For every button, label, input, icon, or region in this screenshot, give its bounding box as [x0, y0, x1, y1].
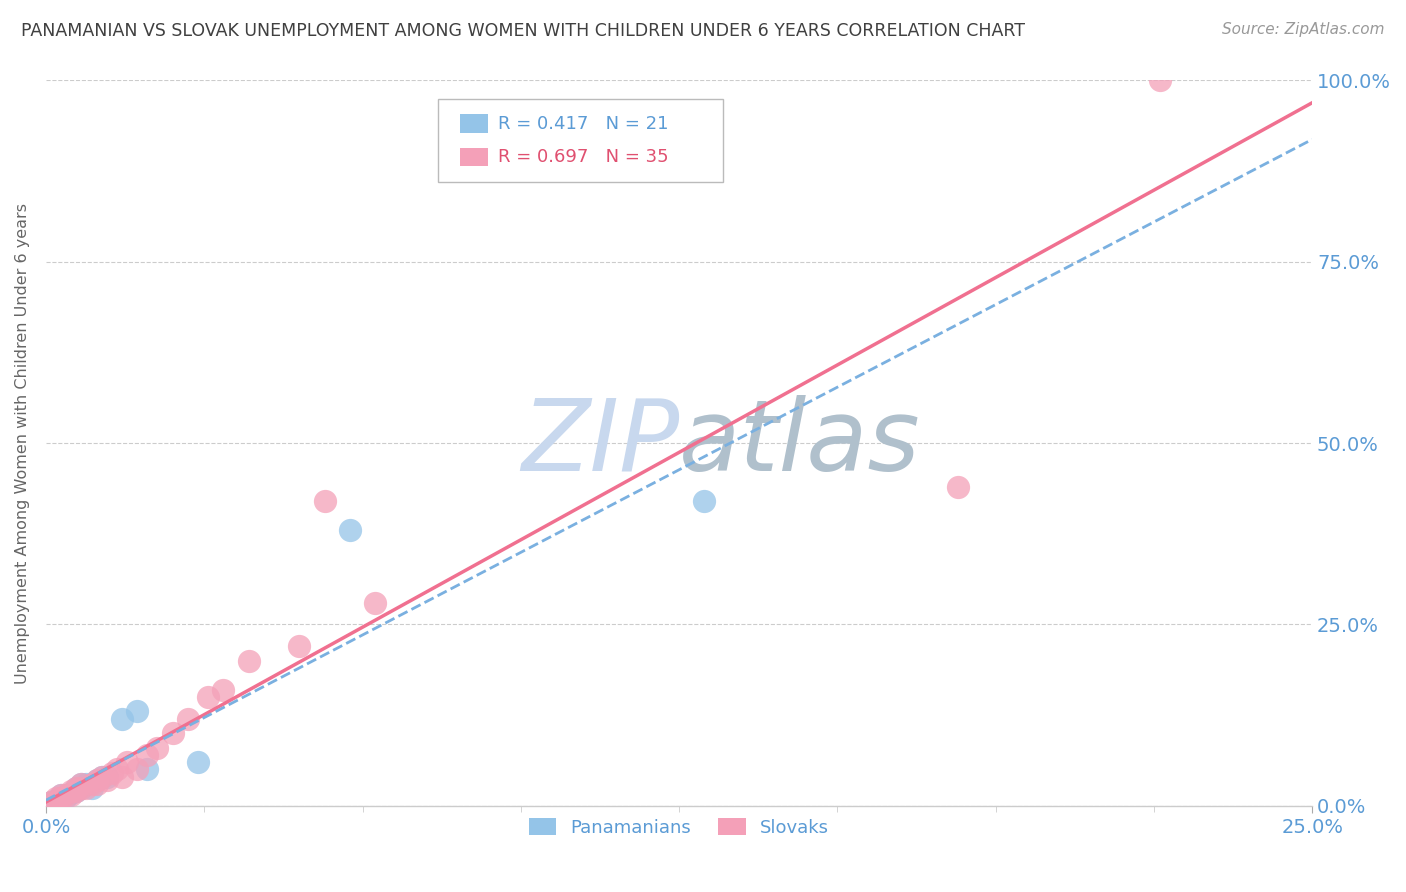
Point — [65, 784, 87, 798]
Point — [86, 777, 108, 791]
Point — [86, 773, 108, 788]
Point — [946, 480, 969, 494]
Point — [76, 777, 98, 791]
Point — [197, 690, 219, 704]
Text: Source: ZipAtlas.com: Source: ZipAtlas.com — [1222, 22, 1385, 37]
Point — [55, 788, 77, 802]
Point — [90, 770, 112, 784]
Text: atlas: atlas — [679, 394, 921, 491]
Point — [80, 780, 103, 795]
Point — [70, 777, 93, 791]
Point — [45, 795, 67, 809]
Point — [105, 763, 128, 777]
Point — [339, 523, 361, 537]
Text: PANAMANIAN VS SLOVAK UNEMPLOYMENT AMONG WOMEN WITH CHILDREN UNDER 6 YEARS CORREL: PANAMANIAN VS SLOVAK UNEMPLOYMENT AMONG … — [21, 22, 1025, 40]
Point — [127, 763, 149, 777]
Point — [1149, 73, 1171, 87]
Point — [288, 639, 311, 653]
Bar — [460, 114, 488, 133]
Point — [96, 773, 118, 788]
Point — [693, 494, 716, 508]
Point — [238, 654, 260, 668]
Point — [177, 712, 200, 726]
FancyBboxPatch shape — [439, 99, 723, 182]
Point — [39, 795, 62, 809]
Point — [70, 777, 93, 791]
Point — [65, 780, 87, 795]
Point — [115, 755, 138, 769]
Point — [80, 777, 103, 791]
Point — [162, 726, 184, 740]
Text: ZIP: ZIP — [520, 394, 679, 491]
Point — [70, 780, 93, 795]
Text: R = 0.417   N = 21: R = 0.417 N = 21 — [498, 114, 668, 133]
Point — [51, 788, 73, 802]
Point — [60, 784, 83, 798]
Point — [86, 773, 108, 788]
Point — [55, 789, 77, 804]
Point — [45, 793, 67, 807]
Point — [51, 791, 73, 805]
Point — [70, 780, 93, 795]
Point — [111, 770, 134, 784]
Point — [76, 780, 98, 795]
Point — [101, 766, 124, 780]
Point — [65, 780, 87, 795]
Point — [51, 788, 73, 802]
Point — [90, 770, 112, 784]
Y-axis label: Unemployment Among Women with Children Under 6 years: Unemployment Among Women with Children U… — [15, 202, 30, 683]
Point — [39, 795, 62, 809]
Point — [212, 682, 235, 697]
Point — [60, 786, 83, 800]
Point — [136, 747, 159, 762]
Point — [136, 763, 159, 777]
Point — [96, 770, 118, 784]
Point — [127, 705, 149, 719]
Bar — [460, 148, 488, 167]
Text: R = 0.697   N = 35: R = 0.697 N = 35 — [498, 148, 669, 166]
Point — [60, 788, 83, 802]
Point — [314, 494, 336, 508]
Point — [45, 791, 67, 805]
Legend: Panamanians, Slovaks: Panamanians, Slovaks — [522, 811, 837, 844]
Point — [65, 784, 87, 798]
Point — [364, 596, 387, 610]
Point — [51, 791, 73, 805]
Point — [146, 740, 169, 755]
Point — [187, 755, 209, 769]
Point — [111, 712, 134, 726]
